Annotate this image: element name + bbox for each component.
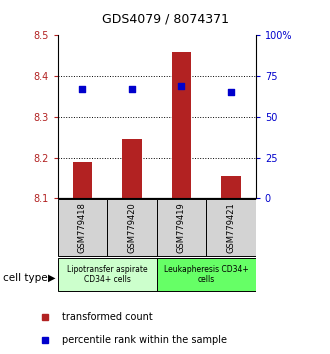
Text: Leukapheresis CD34+
cells: Leukapheresis CD34+ cells	[164, 265, 248, 284]
Point	[80, 86, 85, 92]
Point	[129, 86, 135, 92]
Text: ▶: ▶	[48, 273, 55, 283]
FancyBboxPatch shape	[157, 258, 256, 291]
Text: percentile rank within the sample: percentile rank within the sample	[62, 335, 227, 346]
FancyBboxPatch shape	[206, 199, 256, 256]
Text: Lipotransfer aspirate
CD34+ cells: Lipotransfer aspirate CD34+ cells	[67, 265, 148, 284]
Text: GDS4079 / 8074371: GDS4079 / 8074371	[102, 12, 228, 25]
Bar	[73, 162, 92, 198]
FancyBboxPatch shape	[157, 199, 206, 256]
Text: transformed count: transformed count	[62, 312, 153, 322]
Text: GSM779420: GSM779420	[127, 202, 137, 253]
FancyBboxPatch shape	[58, 258, 157, 291]
FancyBboxPatch shape	[107, 199, 157, 256]
FancyBboxPatch shape	[58, 199, 107, 256]
Text: GSM779421: GSM779421	[226, 202, 236, 253]
Text: GSM779418: GSM779418	[78, 202, 87, 253]
Text: cell type: cell type	[3, 273, 48, 283]
Point	[179, 83, 184, 89]
Bar	[122, 139, 142, 198]
Text: GSM779419: GSM779419	[177, 202, 186, 253]
Bar	[172, 52, 191, 198]
Bar	[221, 176, 241, 198]
Point	[228, 90, 234, 95]
